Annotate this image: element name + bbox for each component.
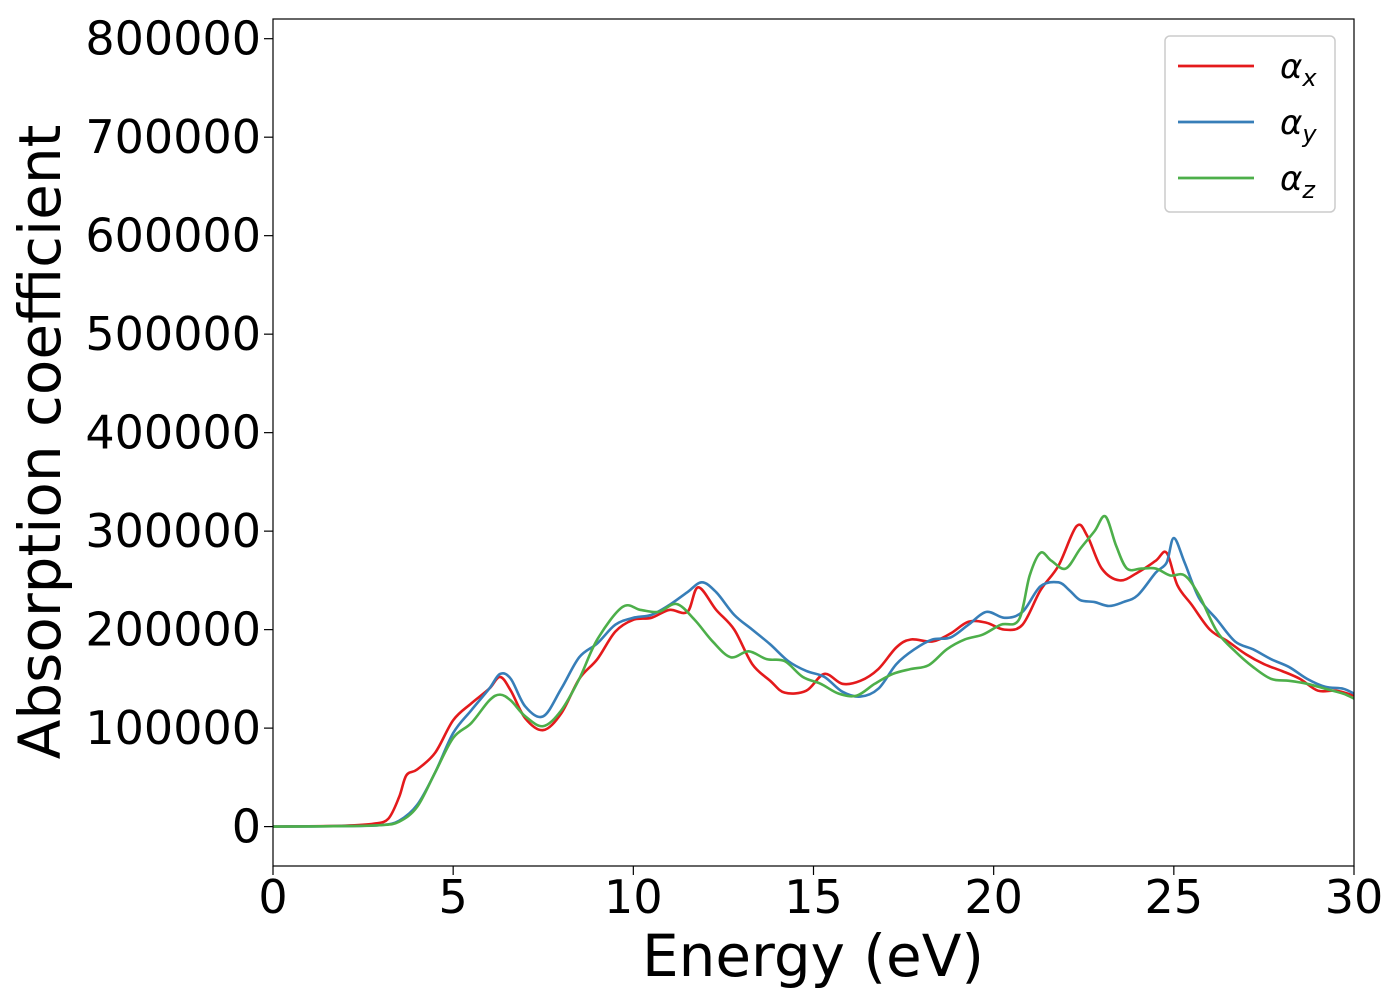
y-tick-label: 500000	[85, 307, 261, 361]
legend-label-alpha-x: αx	[1280, 47, 1317, 92]
x-tick-label: 25	[1145, 870, 1204, 924]
y-tick-label: 300000	[85, 504, 261, 558]
y-tick-label: 700000	[85, 110, 261, 164]
x-tick-label: 0	[258, 870, 287, 924]
legend-label-alpha-y: αy	[1280, 103, 1317, 148]
y-tick-label: 800000	[85, 12, 261, 66]
legend-label-alpha-z: αz	[1280, 159, 1316, 204]
series-line-alpha-z	[272, 514, 1355, 828]
y-tick-label: 0	[232, 800, 261, 854]
y-tick-label: 600000	[85, 209, 261, 263]
x-tick-label: 20	[964, 870, 1023, 924]
y-axis-label: Absorption coefficient	[6, 125, 74, 760]
series-layer	[272, 514, 1355, 828]
y-axis-ticks: 0 100000 200000 300000 400000 500000 600000 700…	[85, 12, 273, 854]
y-tick-label: 100000	[85, 701, 261, 755]
x-axis-label: Energy (eV)	[642, 922, 984, 990]
x-tick-label: 30	[1325, 870, 1384, 924]
y-tick-label: 400000	[85, 406, 261, 460]
x-tick-label: 5	[439, 870, 468, 924]
legend: αx αy αz	[1164, 35, 1336, 213]
x-tick-label: 10	[604, 870, 663, 924]
y-tick-label: 200000	[85, 603, 261, 657]
x-tick-label: 15	[784, 870, 843, 924]
legend-box	[1164, 35, 1336, 213]
series-line-alpha-y	[272, 536, 1355, 828]
x-axis-ticks: 0 5 10 15 20 25 30	[258, 866, 1383, 924]
